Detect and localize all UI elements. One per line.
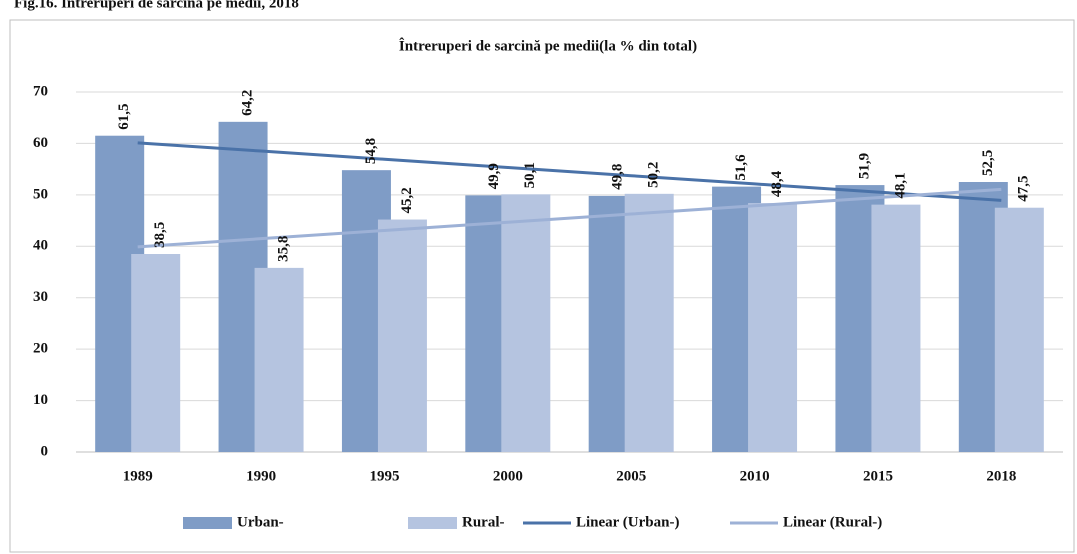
y-tick-label: 40	[33, 238, 48, 254]
bar	[501, 194, 551, 453]
legend-label: Linear (Urban-)	[576, 514, 679, 530]
bar	[624, 193, 674, 453]
x-tick-label: 1990	[246, 468, 276, 484]
data-label: 50,1	[522, 162, 538, 188]
y-tick-label: 60	[33, 135, 48, 151]
chart-title: Întreruperi de sarcină pe medii(la % din…	[399, 37, 697, 54]
data-label: 54,8	[363, 138, 379, 164]
legend-label: Urban-	[237, 514, 284, 530]
data-label: 64,2	[240, 90, 256, 116]
trendline	[137, 141, 1002, 202]
x-tick-label: 2018	[986, 468, 1016, 484]
data-label: 49,9	[486, 163, 502, 189]
data-label: 35,8	[276, 236, 292, 262]
x-tick-label: 2015	[863, 468, 893, 484]
data-label: 47,5	[1016, 175, 1032, 201]
data-label: 61,5	[116, 103, 132, 129]
y-tick-label: 30	[33, 289, 48, 305]
x-tick-label: 2010	[740, 468, 770, 484]
x-tick-label: 2000	[493, 468, 523, 484]
legend-label: Rural-	[462, 514, 505, 530]
bar	[994, 207, 1044, 452]
data-label: 48,4	[769, 170, 785, 197]
data-label: 49,8	[610, 164, 626, 190]
page-title: Fig.16. Întreruperi de sarcină pe medii,…	[14, 0, 299, 11]
y-tick-label: 70	[33, 83, 48, 99]
bar	[748, 203, 798, 452]
data-label: 52,5	[980, 150, 996, 176]
x-tick-label: 2005	[616, 468, 646, 484]
y-tick-label: 10	[33, 392, 48, 408]
data-label: 50,2	[646, 162, 662, 188]
x-tick-label: 1989	[123, 468, 153, 484]
bar	[377, 219, 427, 452]
trendline	[137, 187, 1002, 249]
bar	[254, 267, 304, 452]
y-tick-label: 0	[41, 443, 49, 459]
bar	[871, 204, 921, 452]
data-label: 38,5	[152, 222, 168, 248]
legend-swatch	[183, 517, 232, 529]
bar	[131, 254, 181, 452]
data-label: 51,9	[856, 153, 872, 179]
data-label: 48,1	[892, 172, 908, 198]
y-tick-label: 50	[33, 186, 48, 202]
x-tick-label: 1995	[369, 468, 399, 484]
data-label: 45,2	[399, 187, 415, 213]
legend-label: Linear (Rural-)	[783, 514, 882, 530]
data-label: 51,6	[733, 154, 749, 181]
legend-swatch	[408, 517, 457, 529]
y-tick-label: 20	[33, 341, 48, 357]
